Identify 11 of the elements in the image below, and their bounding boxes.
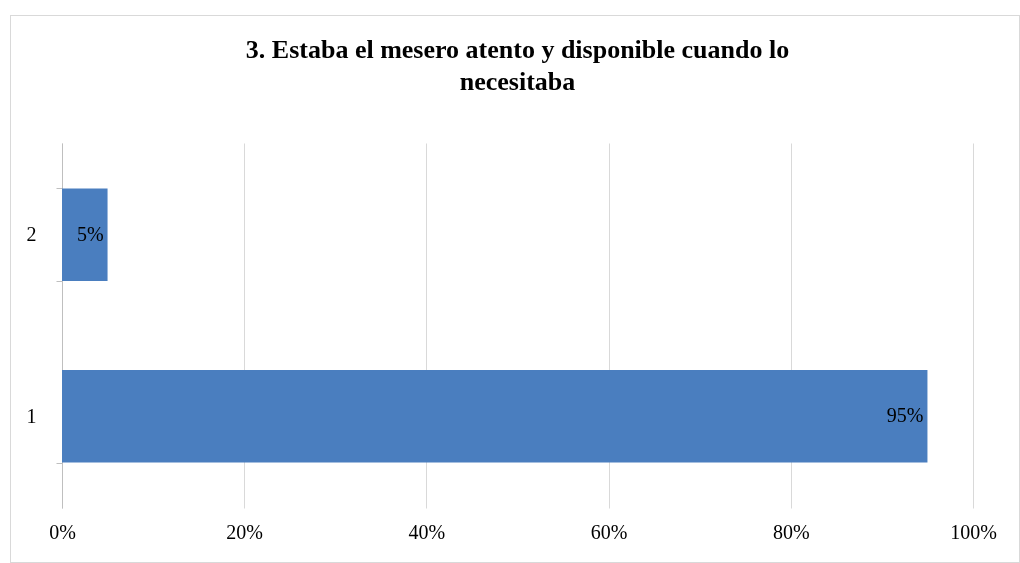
x-tick-label: 40% bbox=[408, 520, 446, 543]
y-tick-label: 1 bbox=[26, 404, 37, 427]
x-tick-label: 0% bbox=[49, 520, 76, 543]
y-tick-label: 2 bbox=[26, 223, 37, 246]
x-tick-label: 60% bbox=[590, 520, 628, 543]
x-tick-label: 80% bbox=[772, 520, 810, 543]
data-label: 95% bbox=[886, 404, 924, 427]
chart-title: 3. Estaba el mesero atento y disponible cuando lo necesitaba bbox=[245, 35, 790, 96]
x-tick-label: 20% bbox=[226, 520, 264, 543]
x-tick-label: 100% bbox=[950, 520, 997, 543]
data-label: 5% bbox=[76, 222, 104, 245]
